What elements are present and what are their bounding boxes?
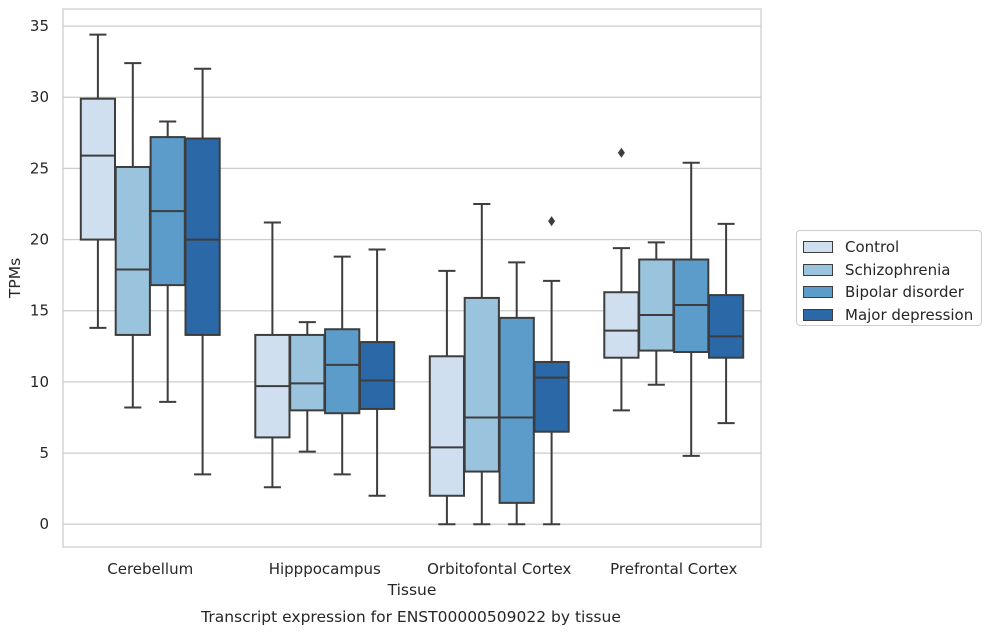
x-tick-label: Cerebellum <box>107 560 193 578</box>
outlier-point <box>548 216 556 227</box>
y-tick-labels: 0 5 10 15 20 25 30 35 <box>30 17 49 533</box>
box-control <box>254 221 291 489</box>
iqr-box <box>114 165 151 336</box>
legend-item: Major depression <box>803 304 981 327</box>
x-tick-label: Hipppocampus <box>269 560 381 578</box>
box-schizophrenia <box>289 321 326 453</box>
iqr-box <box>184 137 221 336</box>
y-tick-label: 10 <box>30 373 49 391</box>
iqr-box <box>707 294 745 359</box>
box-bipolar-disorder <box>498 261 535 526</box>
legend-label: Bipolar disorder <box>845 283 964 302</box>
y-axis-label: TPMs <box>6 258 24 299</box>
y-tick-label: 25 <box>30 159 49 177</box>
legend-item: Control <box>803 236 981 259</box>
box-plots <box>79 33 745 526</box>
iqr-box <box>603 291 640 359</box>
y-tick-label: 20 <box>30 231 49 249</box>
legend-swatch <box>803 286 833 299</box>
y-tick-label: 30 <box>30 88 49 106</box>
iqr-box <box>289 333 326 412</box>
legend-label: Major depression <box>845 305 974 324</box>
x-tick-label: Prefrontal Cortex <box>610 560 737 578</box>
iqr-box <box>324 328 361 415</box>
box-schizophrenia <box>638 241 675 386</box>
box-major-depression <box>533 216 570 526</box>
box-bipolar-disorder <box>149 120 186 403</box>
box-bipolar-disorder <box>324 255 361 476</box>
iqr-box <box>638 258 675 352</box>
y-tick-label: 15 <box>30 302 49 320</box>
iqr-box <box>79 97 117 241</box>
box-schizophrenia <box>114 62 151 409</box>
y-tick-label: 5 <box>39 444 49 462</box>
box-major-depression <box>184 67 221 476</box>
outlier-point <box>617 147 625 158</box>
iqr-box <box>533 360 570 433</box>
y-tick-label: 0 <box>39 515 49 533</box>
box-major-depression <box>358 248 396 497</box>
iqr-box <box>428 355 466 497</box>
box-control <box>79 33 117 329</box>
iqr-box <box>463 296 500 473</box>
plot-area-frame <box>62 8 762 548</box>
legend-label: Schizophrenia <box>845 260 951 279</box>
legend-swatch <box>803 263 833 276</box>
x-tick-label: Orbitofontal Cortex <box>427 560 571 578</box>
box-control <box>428 269 466 526</box>
box-major-depression <box>707 222 745 425</box>
legend: Control Schizophrenia Bipolar disorder Majo… <box>796 230 982 326</box>
box-control <box>603 147 640 412</box>
legend-item: Schizophrenia <box>803 259 981 282</box>
x-axis-label: Tissue <box>387 581 437 599</box>
legend-item: Bipolar disorder <box>803 281 981 304</box>
x-tick-labels: Cerebellum Hipppocampus Orbitofontal Corte… <box>107 560 737 578</box>
chart-title: Transcript expression for ENST0000050902… <box>200 608 621 626</box>
box-schizophrenia <box>463 202 500 526</box>
legend-label: Control <box>845 238 900 257</box>
box-bipolar-disorder <box>673 161 710 457</box>
legend-swatch <box>803 308 833 321</box>
iqr-box <box>358 341 396 410</box>
legend-swatch <box>803 241 833 254</box>
y-tick-label: 35 <box>30 17 49 35</box>
iqr-box <box>498 316 535 504</box>
